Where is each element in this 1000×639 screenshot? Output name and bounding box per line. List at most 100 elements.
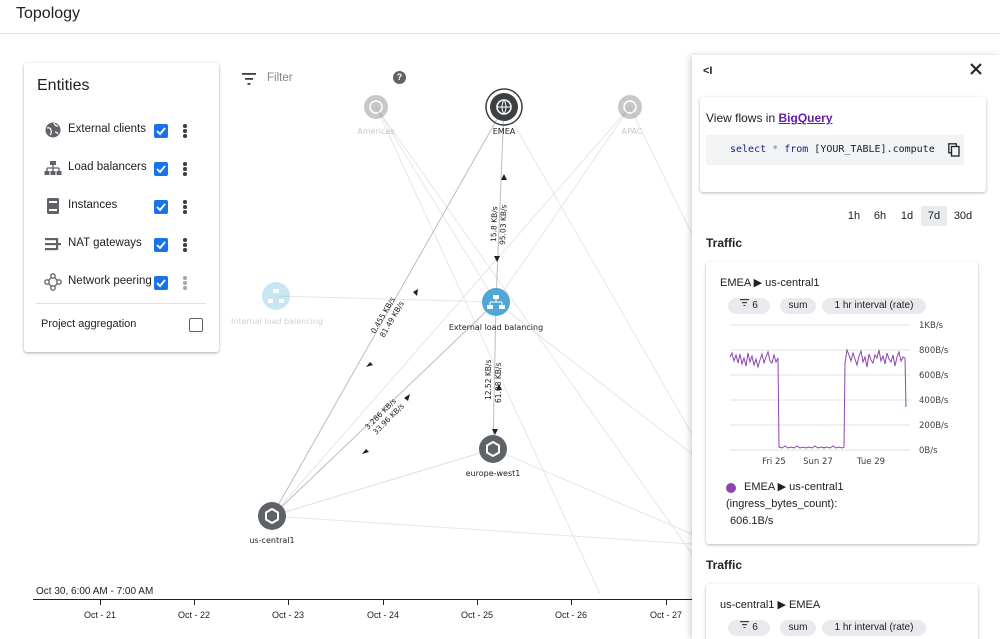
timeline-tick-label: Oct - 21 [83,610,117,620]
nat-gateways-menu-icon[interactable] [183,238,187,252]
node-europe-west1[interactable]: europe-west1 [466,435,521,478]
timeline-tick [100,599,101,605]
traffic-section-title-2: Traffic [706,558,743,572]
entity-row-network-peering[interactable]: Network peering [44,270,212,294]
edge-label: 61.08 KB/s [494,363,503,403]
interval-chip[interactable]: 1 hr interval (rate) [822,298,926,314]
node-internal-lb[interactable]: Internal load balancing [231,282,323,326]
entity-label: External clients [68,123,146,135]
close-icon[interactable] [968,61,984,77]
aggregation-chip-2[interactable]: sum [780,620,816,636]
load-balancers-checkbox[interactable] [154,162,168,176]
chart-x-axis: Fri 25 Sun 27 Tue 29 [762,457,885,467]
load-balancer-icon [487,295,505,309]
external-clients-checkbox[interactable] [154,124,168,138]
instances-checkbox[interactable] [154,200,168,214]
interval-chip-2[interactable]: 1 hr interval (rate) [822,620,926,636]
network-peering-checkbox[interactable] [154,276,168,290]
chip-count: 6 [752,622,758,633]
legend-series-name: EMEA ▶ us-central1 [744,481,844,493]
y-tick-label: 1KB/s [919,321,944,331]
node-label: europe-west1 [466,469,521,478]
range-1d-button[interactable]: 1d [900,210,914,222]
bigquery-prefix: View flows in [706,111,776,125]
load-balancers-menu-icon[interactable] [183,162,187,176]
edge-labels: 15.8 KB/s 95.03 KB/s 0.455 KB/s 81.49 KB… [363,204,508,436]
node-americas[interactable]: Americas [357,95,395,136]
y-tick-label: 600B/s [919,371,949,381]
timeline-tick-label: Oct - 26 [554,610,588,620]
node-apac[interactable]: APAC [618,95,643,136]
traffic-card-title: EMEA ▶ us-central1 [720,277,820,289]
aggregation-chip[interactable]: sum [780,298,816,314]
node-us-central1[interactable]: us-central1 [249,502,295,545]
traffic-chart[interactable]: 1KB/s 800B/s 600B/s 400B/s 200B/s 0B/s F… [720,317,980,467]
entity-row-external-clients[interactable]: External clients [44,118,212,142]
bigquery-title: View flows in BigQuery [706,111,833,125]
y-tick-label: 800B/s [919,346,949,356]
chart-y-axis: 1KB/s 800B/s 600B/s 400B/s 200B/s 0B/s [919,321,949,456]
entities-title: Entities [37,77,90,94]
range-6h-button[interactable]: 6h [873,210,887,222]
entity-row-instances[interactable]: Instances [44,194,212,218]
filter-icon [740,296,750,312]
filter-icon[interactable] [242,73,258,85]
chip-count: 6 [752,300,758,311]
edge-emea-elb [495,106,505,303]
timeline-tick [383,599,384,605]
entity-label: Network peering [68,275,152,287]
details-panel: <I View flows in BigQuery select * from … [692,55,1000,639]
y-tick-label: 0B/s [919,446,938,456]
network-peering-menu-icon[interactable] [183,276,187,290]
collapse-panel-button[interactable]: <I [703,65,713,77]
instances-menu-icon[interactable] [183,200,187,214]
edge-elb-euw [492,301,497,450]
node-label: Americas [357,127,394,136]
filter-input[interactable]: Filter [267,72,293,84]
entities-panel: Entities External clients Load balancers… [24,63,219,352]
timeline-tick-label: Oct - 23 [271,610,305,620]
entity-row-load-balancers[interactable]: Load balancers [44,156,212,180]
timeline-tick-label: Oct - 22 [177,610,211,620]
legend-value: 606.1B/s [730,515,774,527]
edge-arrows [362,174,507,454]
node-external-lb[interactable]: External load balancing [449,288,543,332]
node-label: us-central1 [249,536,294,545]
project-aggregation-checkbox[interactable] [189,318,203,332]
bigquery-link[interactable]: BigQuery [778,111,833,125]
region-icon [486,440,500,458]
legend-swatch [726,483,736,493]
external-clients-menu-icon[interactable] [183,124,187,138]
entity-row-nat-gateways[interactable]: NAT gateways [44,232,212,256]
copy-icon[interactable] [948,143,960,157]
bigquery-code-snippet[interactable]: select * from [YOUR_TABLE].compute [706,135,964,165]
load-balancer-icon [44,161,62,175]
topology-graph[interactable]: 15.8 KB/s 95.03 KB/s 0.455 KB/s 81.49 KB… [0,34,692,639]
timeline-tick [194,599,195,605]
code-rest: [YOUR_TABLE].compute [808,144,935,155]
help-icon[interactable]: ? [393,71,406,84]
filter-chip-2[interactable]: 6 [728,620,770,636]
nat-gateways-checkbox[interactable] [154,238,168,252]
timeline-range-label: Oct 30, 6:00 AM - 7:00 AM [36,586,154,597]
timeline-tick-label: Oct - 27 [649,610,683,620]
code-keyword: from [784,144,809,155]
timeline-tick-label: Oct - 24 [366,610,400,620]
traffic-card-title-2: us-central1 ▶ EMEA [720,599,821,611]
range-30d-button[interactable]: 30d [953,210,973,222]
timeline-tick [666,599,667,605]
legend-metric: (ingress_bytes_count): [726,498,838,510]
range-1h-button[interactable]: 1h [847,210,861,222]
x-tick-label: Sun 27 [803,457,833,467]
divider [36,303,206,304]
node-label: Internal load balancing [231,317,323,326]
range-7d-button[interactable]: 7d [921,206,947,226]
node-emea[interactable]: EMEA [485,88,523,136]
code-star: * [766,144,785,155]
filter-chip[interactable]: 6 [728,298,770,314]
timeline[interactable]: Oct 30, 6:00 AM - 7:00 AM Oct - 21 Oct -… [0,585,692,639]
timeline-tick-label: Oct - 25 [460,610,494,620]
page-title: Topology [16,5,81,22]
project-aggregation-label: Project aggregation [41,318,137,330]
y-tick-label: 200B/s [919,421,949,431]
